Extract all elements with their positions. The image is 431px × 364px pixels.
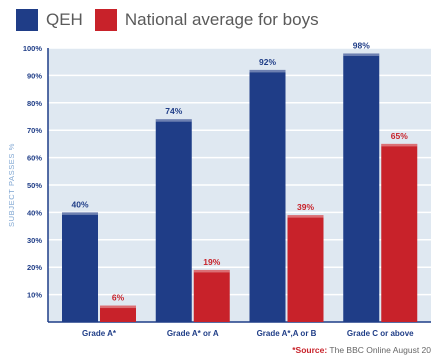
bar-highlight [155, 119, 192, 122]
bar-highlight [381, 143, 418, 147]
bar-value-label: 98% [353, 40, 370, 50]
bar-qeh [343, 53, 380, 322]
source-text: The BBC Online August 20 [329, 345, 431, 355]
y-tick-label: 20% [27, 263, 42, 272]
y-tick-label: 40% [27, 208, 42, 217]
y-tick-label: 100% [23, 44, 43, 53]
bar-highlight [343, 53, 380, 56]
y-tick-label: 90% [27, 71, 42, 80]
y-tick-label: 70% [27, 126, 42, 135]
y-tick-label: 10% [27, 291, 42, 300]
legend-label-qeh: QEH [46, 10, 83, 29]
y-tick-label: 60% [27, 154, 42, 163]
y-tick-label: 50% [27, 181, 42, 190]
bar-value-label: 6% [112, 293, 125, 303]
bar-national-average [381, 143, 418, 322]
bar-highlight [100, 305, 136, 309]
x-tick-label: Grade A* [82, 329, 117, 338]
bar-value-label: 74% [165, 106, 182, 116]
legend-item-national: National average for boys [94, 9, 319, 31]
legend-swatch-national [94, 9, 117, 31]
bar-qeh [62, 212, 98, 322]
y-tick-label: 80% [27, 99, 42, 108]
bar-national-average [287, 215, 324, 322]
bar-highlight [193, 269, 230, 273]
bar-highlight [249, 69, 286, 73]
x-tick-label: Grade A* or A [167, 329, 219, 338]
bar-value-label: 19% [203, 257, 220, 267]
legend-item-qeh: QEH [16, 9, 83, 31]
legend-swatch-qeh [16, 9, 38, 31]
bar-value-label: 40% [71, 199, 88, 209]
bar-highlight [287, 215, 324, 218]
x-tick-label: Grade A*,A or B [257, 329, 317, 338]
bar-qeh [249, 69, 286, 322]
source-label: *Source: [292, 345, 328, 355]
bar-highlight [62, 212, 98, 215]
bar-national-average [193, 269, 230, 322]
source-note: *Source: The BBC Online August 20 [292, 345, 431, 355]
bar-value-label: 65% [391, 131, 408, 141]
x-tick-label: Grade C or above [347, 329, 414, 338]
bar-qeh [155, 119, 192, 323]
bar-value-label: 92% [259, 57, 276, 67]
legend: QEH National average for boys [16, 6, 331, 34]
legend-label-national: National average for boys [124, 10, 319, 29]
y-axis-title: SUBJECT PASSES % [7, 143, 16, 227]
bar-value-label: 39% [297, 202, 314, 212]
bar-national-average [100, 305, 136, 322]
y-tick-label: 30% [27, 236, 42, 245]
